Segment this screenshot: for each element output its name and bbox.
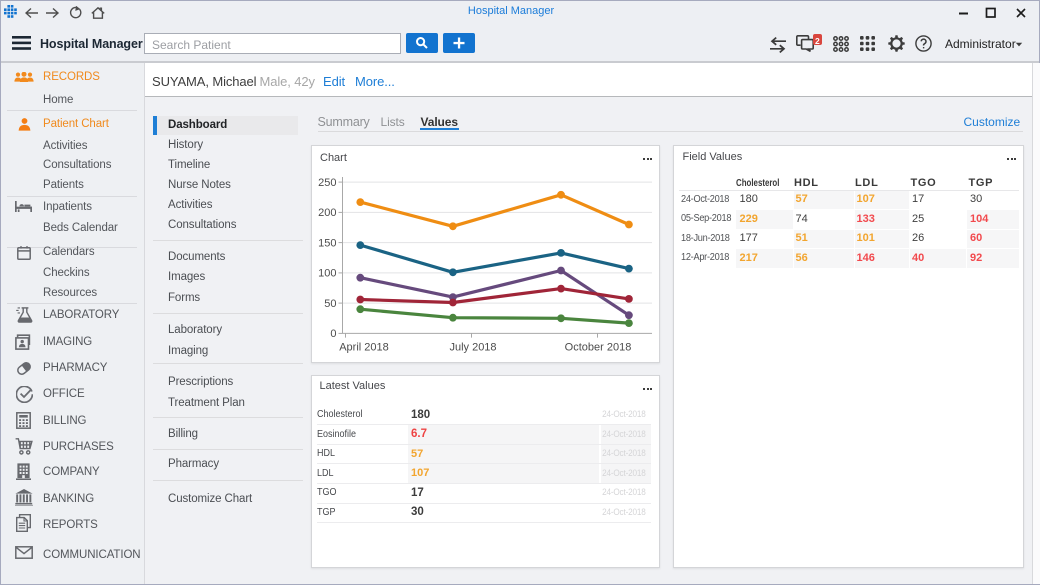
svg-text:April 2018: April 2018 xyxy=(339,342,389,354)
svg-text:150: 150 xyxy=(318,237,336,249)
svg-text:July 2018: July 2018 xyxy=(449,342,496,354)
svg-text:0: 0 xyxy=(330,328,336,340)
svg-text:October 2018: October 2018 xyxy=(565,342,632,354)
svg-text:50: 50 xyxy=(324,298,336,310)
svg-text:100: 100 xyxy=(318,268,336,280)
svg-text:200: 200 xyxy=(318,207,336,219)
svg-text:250: 250 xyxy=(318,177,336,189)
